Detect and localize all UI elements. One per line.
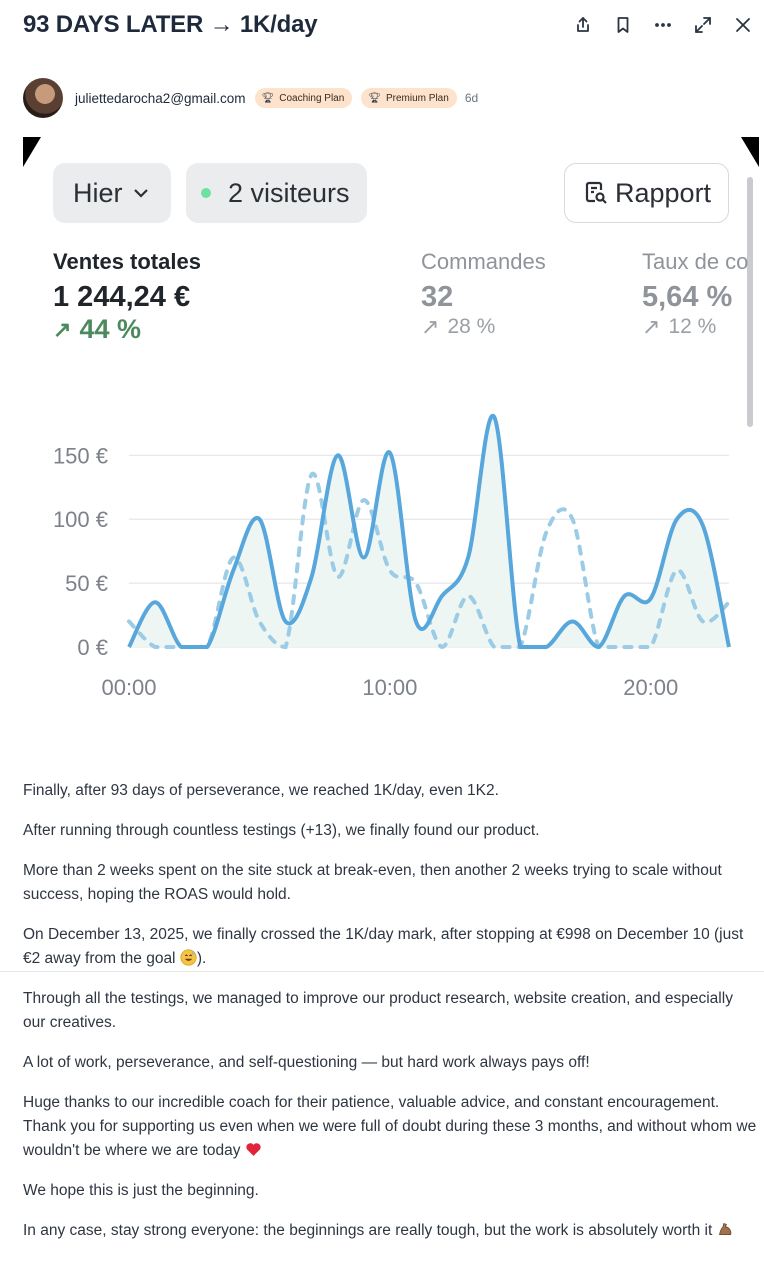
x-tick-label: 20:00 (623, 675, 678, 700)
red-heart-emoji (246, 1143, 261, 1156)
post-paragraph: A lot of work, perseverance, and self-qu… (23, 1054, 590, 1071)
coaching-plan-badge: 🏆︎ Coaching Plan (254, 88, 353, 108)
post-paragraph-text: On December 13, 2025, we finally crossed… (23, 926, 744, 967)
date-label: Hier (73, 177, 123, 208)
post-paragraph: More than 2 weeks spent on the site stuc… (23, 862, 722, 903)
avatar[interactable] (23, 78, 63, 118)
post-header: 93 DAYS LATER → 1K/day (0, 0, 764, 54)
grinning-sweat-emoji (180, 949, 197, 966)
post-image[interactable]: Hier 2 visiteurs Rapport Ventes totales … (23, 137, 759, 737)
x-tick-label: 00:00 (101, 675, 156, 700)
post-paragraph-text: Huge thanks to our incredible coach for … (23, 1094, 757, 1159)
badge-label: Premium Plan (386, 92, 449, 104)
image-corner (741, 137, 759, 167)
metric-total-sales: Ventes totales 1 244,24 € ↗ 44 % (53, 249, 201, 345)
image-corner (23, 137, 41, 167)
post-paragraph: On December 13, 2025, we finally crossed… (23, 923, 759, 971)
report-label: Rapport (615, 177, 712, 208)
x-tick-label: 10:00 (362, 675, 417, 700)
metric-label: Taux de co (642, 249, 749, 274)
arrow-up-right-icon: ↗ (53, 316, 72, 342)
post-paragraph: Finally, after 93 days of perseverance, … (23, 782, 499, 799)
y-tick-label: 50 € (65, 571, 108, 596)
post-body: Finally, after 93 days of perseverance, … (23, 779, 759, 987)
post-paragraph: Huge thanks to our incredible coach for … (23, 1091, 759, 1163)
metric-label: Ventes totales (53, 249, 201, 274)
share-icon[interactable] (572, 14, 594, 36)
divider (0, 971, 764, 972)
trophy-icon: 🏆︎ (261, 92, 275, 104)
metric-label: Commandes (421, 249, 546, 274)
post-paragraph: Through all the testings, we managed to … (23, 990, 733, 1031)
close-icon[interactable] (732, 14, 754, 36)
report-search-icon (585, 181, 607, 204)
more-icon[interactable] (652, 14, 674, 36)
post-title: 93 DAYS LATER → 1K/day (23, 11, 318, 38)
metric-change: ↗ 44 % (53, 314, 201, 345)
author-email[interactable]: juliettedarocha2@gmail.com (75, 90, 246, 106)
post-age: 6d (464, 91, 479, 105)
y-tick-label: 150 € (53, 443, 108, 468)
sales-line (127, 413, 731, 649)
premium-plan-badge: 🏆︎ Premium Plan (361, 88, 457, 108)
trophy-icon: 🏆︎ (368, 92, 381, 104)
post-paragraph: In any case, stay strong everyone: the b… (23, 1219, 759, 1243)
date-selector: Hier (53, 163, 171, 223)
post-body-continued: Through all the testings, we managed to … (23, 987, 759, 1259)
visitors-label: 2 visiteurs (228, 177, 350, 208)
badge-label: Coaching Plan (279, 92, 345, 104)
metric-change-value: 28 % (447, 315, 496, 338)
metric-conversion-rate: Taux de co 5,64 % ↗ 12 % (642, 249, 748, 340)
arrow-up-right-icon: ↗ (421, 314, 440, 339)
report-button: Rapport (564, 163, 729, 223)
metric-change: ↗ 28 % (421, 314, 546, 340)
metric-change-value: 12 % (668, 315, 717, 338)
post-paragraph-text: In any case, stay strong everyone: the b… (23, 1222, 713, 1239)
metric-value: 5,64 % (642, 281, 733, 313)
author-row: juliettedarocha2@gmail.com 🏆︎ Coaching P… (23, 77, 478, 119)
bookmark-icon[interactable] (612, 14, 634, 36)
visitors-indicator: 2 visiteurs (186, 163, 367, 223)
previous-period-line (127, 471, 731, 650)
y-tick-label: 100 € (53, 507, 108, 532)
post-paragraph-suffix: ). (196, 950, 207, 967)
metric-orders: Commandes 32 ↗ 28 % (421, 249, 546, 340)
metric-change: ↗ 12 % (642, 314, 748, 340)
live-dot-icon (201, 188, 211, 198)
post-paragraph: After running through countless testings… (23, 822, 540, 839)
post-paragraph: We hope this is just the beginning. (23, 1182, 259, 1199)
chevron-down-icon (133, 189, 148, 198)
metric-change-value: 44 % (79, 314, 141, 344)
scrollbar (747, 177, 753, 427)
expand-icon[interactable] (692, 14, 714, 36)
metric-value: 32 (421, 281, 454, 313)
y-tick-label: 0 € (77, 635, 108, 660)
sales-chart: 150 € 100 € 50 € 0 € 00:00 10:00 20:00 (53, 413, 731, 700)
arrow-up-right-icon: ↗ (642, 314, 661, 339)
flexed-biceps-emoji (718, 1223, 731, 1236)
metric-value: 1 244,24 € (53, 281, 191, 313)
